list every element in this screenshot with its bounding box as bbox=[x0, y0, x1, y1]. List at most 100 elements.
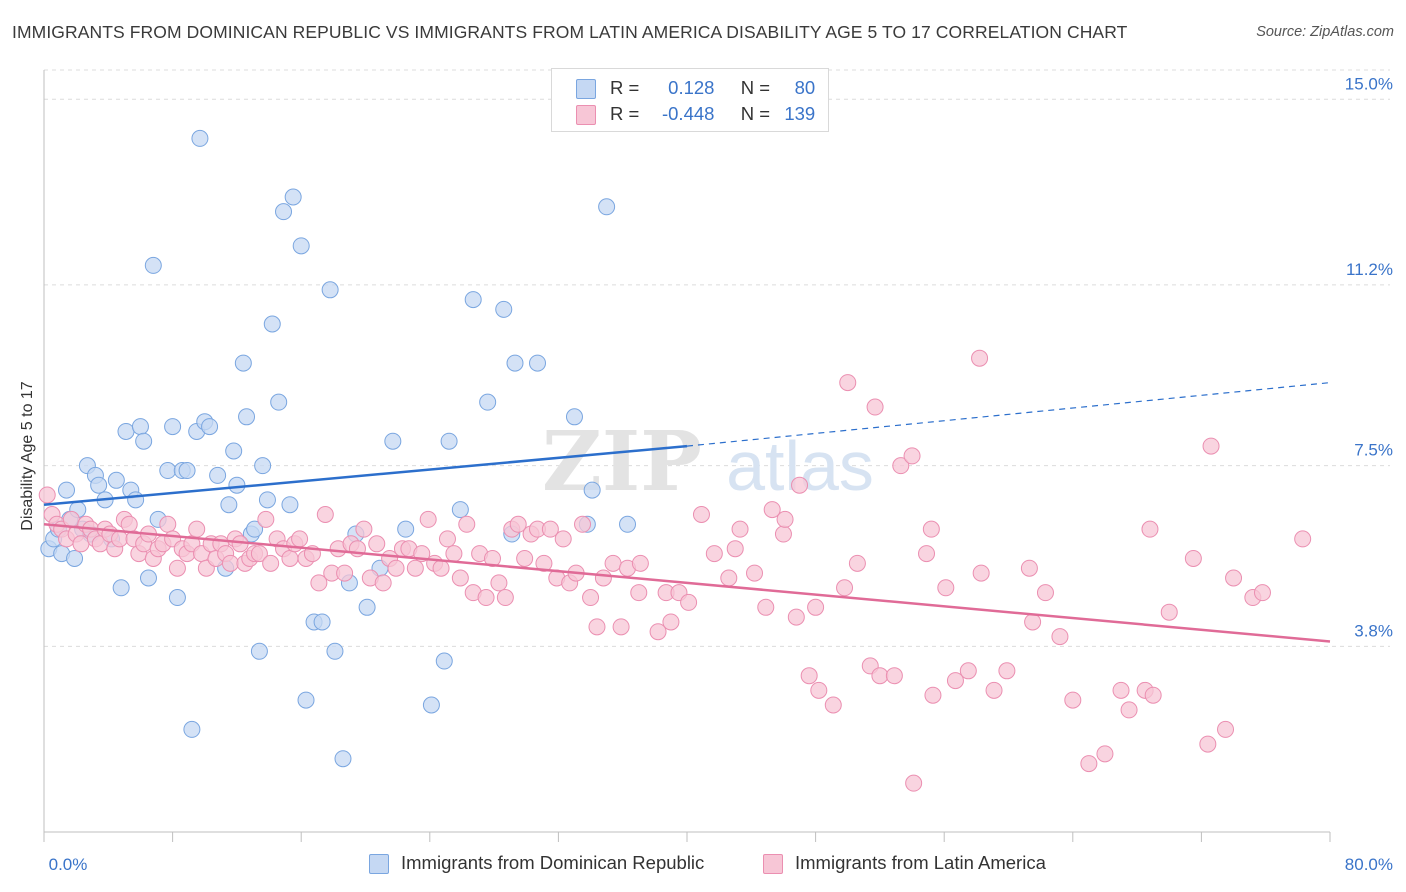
dominican-point bbox=[297, 691, 315, 709]
latin-america-point bbox=[924, 686, 942, 704]
dominican-point bbox=[250, 642, 268, 660]
latin-america-point bbox=[763, 501, 781, 519]
latin-america-point bbox=[368, 535, 386, 553]
legend-label-dominican: Immigrants from Dominican Republic bbox=[401, 852, 705, 873]
dominican-point bbox=[479, 393, 497, 411]
stats-legend: R = 0.128 N = 80 R = -0.448 N = 139 bbox=[551, 68, 829, 132]
latin-america-point bbox=[959, 662, 977, 680]
latin-america-point bbox=[574, 515, 592, 533]
series-legend: Immigrants from Dominican Republic Immig… bbox=[0, 852, 1406, 878]
latin-america-point bbox=[631, 554, 649, 572]
latin-america-point bbox=[1160, 603, 1178, 621]
dominican-point bbox=[191, 129, 209, 147]
n-value: 139 bbox=[784, 103, 816, 124]
dominican-point bbox=[270, 393, 288, 411]
n-label: N = bbox=[740, 103, 771, 124]
dominican-point bbox=[258, 491, 276, 509]
dominican-point bbox=[225, 442, 243, 460]
latin-america-point bbox=[291, 530, 309, 548]
latin-america-point bbox=[554, 530, 572, 548]
latin-america-point bbox=[971, 349, 989, 367]
axes bbox=[43, 70, 1331, 842]
latin-america-point bbox=[1141, 520, 1159, 538]
latin-america-point bbox=[1120, 701, 1138, 719]
latin-america-point bbox=[757, 598, 775, 616]
n-value: 80 bbox=[794, 77, 816, 98]
dominican-point bbox=[440, 432, 458, 450]
y-tick-labels: 3.8% 7.5% 11.2% 15.0% bbox=[1345, 74, 1393, 640]
dominican-point bbox=[164, 418, 182, 436]
latin-america-point bbox=[885, 667, 903, 685]
dominican-point bbox=[117, 422, 135, 440]
dominican-point bbox=[263, 315, 281, 333]
dominican-point bbox=[254, 457, 272, 475]
latin-america-point bbox=[120, 515, 138, 533]
latin-america-point bbox=[1064, 691, 1082, 709]
latin-america-point bbox=[871, 667, 889, 685]
dominican-point bbox=[139, 569, 157, 587]
dominican-point bbox=[358, 598, 376, 616]
latin-america-point bbox=[1144, 686, 1162, 704]
series-latin-america bbox=[38, 349, 1312, 792]
latin-america-point bbox=[588, 618, 606, 636]
dominican-point bbox=[135, 432, 153, 450]
latin-america-point bbox=[791, 476, 809, 494]
dominican-point bbox=[334, 750, 352, 768]
latin-america-point bbox=[720, 569, 738, 587]
latin-america-point bbox=[316, 506, 334, 523]
dominican-point bbox=[234, 354, 252, 372]
dominican-point bbox=[619, 515, 637, 533]
dominican-swatch bbox=[576, 79, 596, 99]
source-credit: Source: ZipAtlas.com bbox=[1256, 24, 1394, 40]
latin-america-point bbox=[541, 520, 559, 538]
latin-america-point bbox=[432, 559, 450, 577]
dominican-point bbox=[209, 466, 227, 484]
dominican-point bbox=[246, 520, 264, 538]
latin-america-point bbox=[1112, 681, 1130, 699]
latin-america-point bbox=[836, 579, 854, 597]
latin-america-point bbox=[336, 564, 354, 582]
latin-america-point bbox=[1080, 755, 1098, 773]
dominican-point bbox=[201, 418, 219, 436]
latin-america-point bbox=[1202, 437, 1220, 455]
latin-america-point bbox=[62, 510, 80, 528]
latin-america-point bbox=[946, 672, 964, 690]
dominican-point bbox=[451, 501, 469, 519]
latin-america-point bbox=[922, 520, 940, 538]
dominican-point bbox=[112, 579, 130, 597]
latin-legend-swatch bbox=[763, 854, 783, 874]
dominican-point bbox=[506, 354, 524, 372]
y-tick-label: 11.2% bbox=[1346, 260, 1393, 279]
latin-america-point bbox=[774, 525, 792, 543]
latin-america-point bbox=[839, 374, 857, 392]
dominican-point bbox=[275, 203, 293, 221]
dominican-point bbox=[58, 481, 76, 499]
latin-america-point bbox=[451, 569, 469, 587]
latin-america-point bbox=[490, 574, 508, 592]
latin-america-point bbox=[972, 564, 990, 582]
latin-america-point bbox=[516, 549, 534, 567]
n-label: N = bbox=[740, 77, 771, 98]
dominican-point bbox=[326, 642, 344, 660]
legend-label-latin: Immigrants from Latin America bbox=[795, 852, 1046, 873]
dominican-point bbox=[144, 256, 162, 274]
latin-america-point bbox=[1020, 559, 1038, 577]
latin-america-point bbox=[483, 549, 501, 567]
latin-america-point bbox=[1036, 584, 1054, 602]
trend-line-dominican-extrapolated bbox=[686, 382, 1331, 447]
latin-america-point bbox=[419, 510, 437, 528]
latin-america-point bbox=[905, 774, 923, 792]
latin-america-point bbox=[649, 623, 667, 641]
latin-america-point bbox=[257, 510, 275, 528]
watermark-zip: ZIP bbox=[542, 414, 702, 510]
latin-america-point bbox=[72, 535, 90, 553]
dominican-point bbox=[168, 589, 186, 607]
r-value: -0.448 bbox=[661, 103, 715, 124]
latin-america-point bbox=[355, 520, 373, 538]
x-tick-label-min: 0.0% bbox=[49, 855, 88, 874]
dominican-point bbox=[90, 476, 108, 494]
dominican-point bbox=[495, 300, 513, 318]
latin-america-point bbox=[458, 515, 476, 533]
trend-line-latin-america bbox=[43, 523, 1331, 643]
